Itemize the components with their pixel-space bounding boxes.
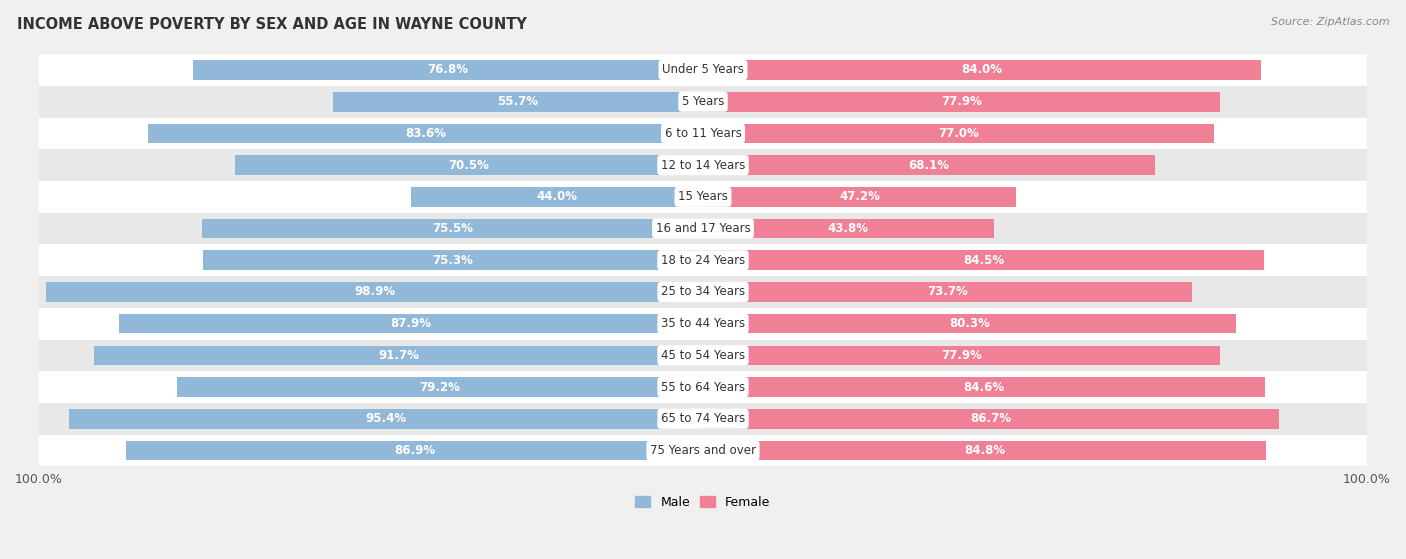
Text: 83.6%: 83.6%: [405, 127, 446, 140]
Text: 68.1%: 68.1%: [908, 159, 949, 172]
Bar: [703, 155, 1156, 175]
Text: 77.9%: 77.9%: [941, 95, 981, 108]
Bar: [46, 282, 703, 302]
Bar: [39, 54, 1367, 86]
Bar: [39, 276, 1367, 308]
Text: 45 to 54 Years: 45 to 54 Years: [661, 349, 745, 362]
Bar: [39, 339, 1367, 371]
Bar: [127, 440, 703, 460]
Bar: [39, 403, 1367, 435]
Bar: [703, 219, 994, 238]
Bar: [94, 345, 703, 365]
Text: 44.0%: 44.0%: [537, 190, 578, 203]
Bar: [148, 124, 703, 143]
Text: 84.5%: 84.5%: [963, 254, 1004, 267]
Text: 70.5%: 70.5%: [449, 159, 489, 172]
Bar: [333, 92, 703, 112]
Bar: [703, 440, 1267, 460]
Text: 91.7%: 91.7%: [378, 349, 419, 362]
Text: 12 to 14 Years: 12 to 14 Years: [661, 159, 745, 172]
Bar: [120, 314, 703, 334]
Bar: [39, 212, 1367, 244]
Text: 25 to 34 Years: 25 to 34 Years: [661, 286, 745, 299]
Text: 87.9%: 87.9%: [391, 317, 432, 330]
Text: 76.8%: 76.8%: [427, 64, 468, 77]
Text: 18 to 24 Years: 18 to 24 Years: [661, 254, 745, 267]
Text: Under 5 Years: Under 5 Years: [662, 64, 744, 77]
Text: 95.4%: 95.4%: [366, 413, 406, 425]
Bar: [39, 371, 1367, 403]
Bar: [235, 155, 703, 175]
Bar: [703, 92, 1220, 112]
Text: 6 to 11 Years: 6 to 11 Years: [665, 127, 741, 140]
Text: 35 to 44 Years: 35 to 44 Years: [661, 317, 745, 330]
Text: INCOME ABOVE POVERTY BY SEX AND AGE IN WAYNE COUNTY: INCOME ABOVE POVERTY BY SEX AND AGE IN W…: [17, 17, 527, 32]
Text: 65 to 74 Years: 65 to 74 Years: [661, 413, 745, 425]
Bar: [703, 124, 1215, 143]
Text: 75.3%: 75.3%: [433, 254, 474, 267]
Bar: [703, 345, 1220, 365]
Bar: [39, 435, 1367, 466]
Text: 5 Years: 5 Years: [682, 95, 724, 108]
Bar: [177, 377, 703, 397]
Bar: [39, 149, 1367, 181]
Bar: [703, 377, 1265, 397]
Bar: [69, 409, 703, 429]
Text: 55 to 64 Years: 55 to 64 Years: [661, 381, 745, 394]
Bar: [39, 117, 1367, 149]
Text: 84.0%: 84.0%: [962, 64, 1002, 77]
Bar: [703, 314, 1236, 334]
Text: 75 Years and over: 75 Years and over: [650, 444, 756, 457]
Bar: [39, 181, 1367, 212]
Text: 75.5%: 75.5%: [432, 222, 472, 235]
Text: 86.7%: 86.7%: [970, 413, 1011, 425]
Text: 80.3%: 80.3%: [949, 317, 990, 330]
Text: 84.8%: 84.8%: [965, 444, 1005, 457]
Text: 55.7%: 55.7%: [498, 95, 538, 108]
Bar: [703, 282, 1192, 302]
Text: 43.8%: 43.8%: [828, 222, 869, 235]
Text: 86.9%: 86.9%: [394, 444, 434, 457]
Text: 77.9%: 77.9%: [941, 349, 981, 362]
Bar: [703, 409, 1278, 429]
Text: 15 Years: 15 Years: [678, 190, 728, 203]
Text: 84.6%: 84.6%: [963, 381, 1004, 394]
Bar: [39, 244, 1367, 276]
Legend: Male, Female: Male, Female: [630, 491, 776, 514]
Bar: [411, 187, 703, 207]
Text: 79.2%: 79.2%: [419, 381, 461, 394]
Bar: [201, 219, 703, 238]
Text: Source: ZipAtlas.com: Source: ZipAtlas.com: [1271, 17, 1389, 27]
Bar: [703, 187, 1017, 207]
Bar: [39, 308, 1367, 339]
Bar: [193, 60, 703, 80]
Text: 73.7%: 73.7%: [928, 286, 969, 299]
Text: 16 and 17 Years: 16 and 17 Years: [655, 222, 751, 235]
Bar: [202, 250, 703, 270]
Bar: [703, 60, 1261, 80]
Text: 98.9%: 98.9%: [354, 286, 395, 299]
Text: 47.2%: 47.2%: [839, 190, 880, 203]
Bar: [703, 250, 1264, 270]
Bar: [39, 86, 1367, 117]
Text: 77.0%: 77.0%: [938, 127, 979, 140]
